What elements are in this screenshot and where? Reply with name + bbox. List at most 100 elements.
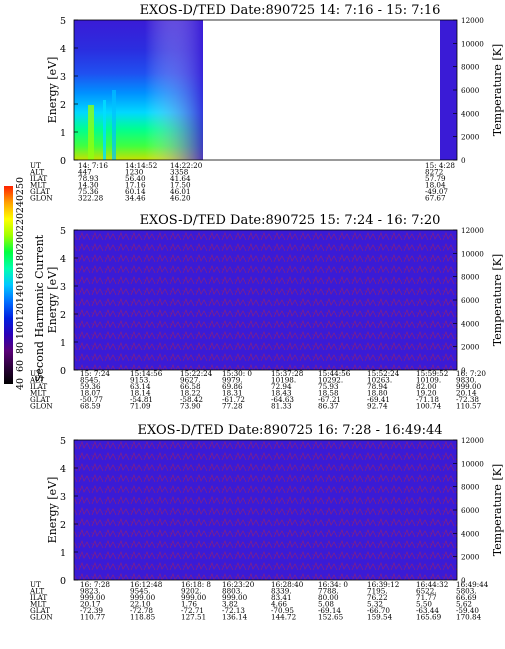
spectrogram-streak bbox=[112, 90, 116, 160]
orbit-row-value: 16:44:32 bbox=[416, 580, 448, 589]
chart-title: EXOS-D/TED Date:890725 16: 7:28 - 16:49:… bbox=[138, 423, 443, 438]
y-tick-label-right: 0 bbox=[461, 366, 466, 375]
orbit-row-value: 999.00 bbox=[181, 593, 207, 602]
y-axis-label-left: Energy [eV] bbox=[46, 267, 59, 334]
orbit-row-value: 999.00 bbox=[222, 593, 248, 602]
orbit-row-value: 16: 7:28 bbox=[80, 580, 110, 589]
orbit-row-value: 81.33 bbox=[271, 402, 292, 411]
orbit-row-value: 5803. bbox=[456, 587, 477, 596]
colorbar-tick: 160 bbox=[15, 267, 26, 285]
orbit-row-value: 127.51 bbox=[181, 613, 206, 622]
y-tick-label-right: 10000 bbox=[461, 249, 484, 258]
y-axis-label-left: Energy [eV] bbox=[46, 57, 59, 124]
orbit-row-value: 14: 7:16 bbox=[78, 161, 108, 170]
orbit-row-value: 15:44:56 bbox=[318, 369, 351, 378]
colorbar-label: Second Harmonic Current bbox=[33, 234, 46, 382]
orbit-row-label: GLON bbox=[30, 194, 53, 203]
orbit-row-value: 10109. bbox=[416, 376, 441, 385]
orbit-row-value: 20.14 bbox=[456, 389, 477, 398]
orbit-row-value: 15:22:24 bbox=[180, 369, 213, 378]
orbit-row-value: 80.00 bbox=[318, 593, 339, 602]
orbit-row-label: UT bbox=[30, 369, 41, 378]
orbit-row-value: 18.04 bbox=[425, 181, 446, 190]
y-tick-label-right: 12000 bbox=[461, 436, 484, 445]
orbit-row-value: 8803. bbox=[222, 587, 243, 596]
y-tick-label-left: 1 bbox=[60, 338, 66, 349]
orbit-row-value: 16:23:20 bbox=[222, 580, 255, 589]
orbit-row-value: -72.38 bbox=[456, 395, 479, 404]
orbit-row-value: 999.00 bbox=[80, 593, 106, 602]
orbit-row-value: 3.82 bbox=[222, 600, 238, 609]
orbit-row-label: GLON bbox=[30, 613, 53, 622]
orbit-row-value: 59.36 bbox=[80, 382, 101, 391]
orbit-row-value: 16:18: 8 bbox=[181, 580, 211, 589]
orbit-row-value: 16:12:48 bbox=[130, 580, 163, 589]
y-tick-label-left: 0 bbox=[60, 366, 66, 377]
y-tick-label-right: 6000 bbox=[461, 86, 480, 95]
orbit-row-value: -70.95 bbox=[271, 606, 294, 615]
orbit-row-value: 69.86 bbox=[222, 382, 243, 391]
orbit-row-value: 15:52:24 bbox=[367, 369, 400, 378]
orbit-row-value: -59.40 bbox=[456, 606, 479, 615]
y-axis-label-right: Temperature [K] bbox=[491, 44, 504, 136]
orbit-row-label: UT bbox=[30, 580, 41, 589]
orbit-row-label: UT bbox=[30, 161, 41, 170]
orbit-row-value: 34.46 bbox=[125, 194, 146, 203]
colorbar-tick: 100 bbox=[15, 321, 26, 339]
orbit-row-value: 8545. bbox=[80, 376, 101, 385]
orbit-row-label: ILAT bbox=[30, 382, 47, 391]
orbit-row-value: 165.69 bbox=[416, 613, 442, 622]
spectrogram-noise bbox=[74, 230, 457, 370]
y-tick-label-left: 4 bbox=[60, 464, 66, 475]
orbit-row-label: GLAT bbox=[30, 187, 50, 196]
orbit-row-value: 9545. bbox=[130, 587, 151, 596]
y-tick-label-left: 3 bbox=[60, 72, 66, 83]
y-tick-label-right: 2000 bbox=[461, 133, 480, 142]
orbit-row-value: 18.80 bbox=[367, 389, 388, 398]
y-tick-label-right: 10000 bbox=[461, 39, 484, 48]
orbit-row-label: ILAT bbox=[30, 593, 47, 602]
orbit-row-value: 16:34: 0 bbox=[318, 580, 348, 589]
orbit-row-value: 20.17 bbox=[80, 600, 101, 609]
spectrogram-streak bbox=[103, 100, 106, 160]
orbit-row-value: 3358 bbox=[170, 168, 189, 177]
orbit-row-value: 18.22 bbox=[180, 389, 201, 398]
orbit-row-value: 170.84 bbox=[456, 613, 482, 622]
colorbar-tick: 60 bbox=[15, 360, 26, 372]
y-tick-label-right: 6000 bbox=[461, 296, 480, 305]
orbit-row-value: 5.08 bbox=[318, 600, 334, 609]
orbit-row-value: 56.40 bbox=[125, 174, 146, 183]
orbit-row-value: 17.16 bbox=[125, 181, 146, 190]
orbit-row-value: 66.69 bbox=[456, 593, 477, 602]
y-tick-label-right: 0 bbox=[461, 156, 466, 165]
orbit-row-value: 15:37:28 bbox=[271, 369, 304, 378]
orbit-row-label: ALT bbox=[29, 168, 44, 177]
colorbar-tick: 120 bbox=[15, 303, 26, 321]
orbit-row-value: 999.00 bbox=[130, 593, 156, 602]
colorbar-tick: 250 bbox=[15, 177, 26, 195]
y-tick-label-right: 2000 bbox=[461, 343, 480, 352]
orbit-row-value: -66.70 bbox=[367, 606, 390, 615]
y-tick-label-left: 1 bbox=[60, 128, 66, 139]
orbit-row-value: -49.07 bbox=[425, 187, 448, 196]
orbit-row-value: 66.58 bbox=[180, 382, 201, 391]
orbit-row-value: 9202. bbox=[181, 587, 202, 596]
orbit-row-value: 447 bbox=[78, 168, 92, 177]
orbit-row-value: 78.94 bbox=[367, 382, 388, 391]
y-tick-label-left: 0 bbox=[60, 576, 66, 587]
y-tick-label-right: 8000 bbox=[461, 63, 480, 72]
panel-1: EXOS-D/TED Date:890725 14: 7:16 - 15: 7:… bbox=[29, 3, 504, 203]
y-tick-label-left: 2 bbox=[60, 100, 66, 111]
y-tick-label-right: 4000 bbox=[461, 529, 480, 538]
orbit-row-value: 15: 7:24 bbox=[80, 369, 110, 378]
y-tick-label-right: 8000 bbox=[461, 273, 480, 282]
y-tick-label-right: 4000 bbox=[461, 109, 480, 118]
orbit-row-value: 18.07 bbox=[80, 389, 101, 398]
orbit-row-value: 9830. bbox=[456, 376, 477, 385]
orbit-row-value: 322.28 bbox=[78, 194, 104, 203]
orbit-row-value: 10198. bbox=[271, 376, 296, 385]
panel-3: EXOS-D/TED Date:890725 16: 7:28 - 16:49:… bbox=[29, 423, 504, 622]
orbit-row-label: MLT bbox=[30, 181, 47, 190]
